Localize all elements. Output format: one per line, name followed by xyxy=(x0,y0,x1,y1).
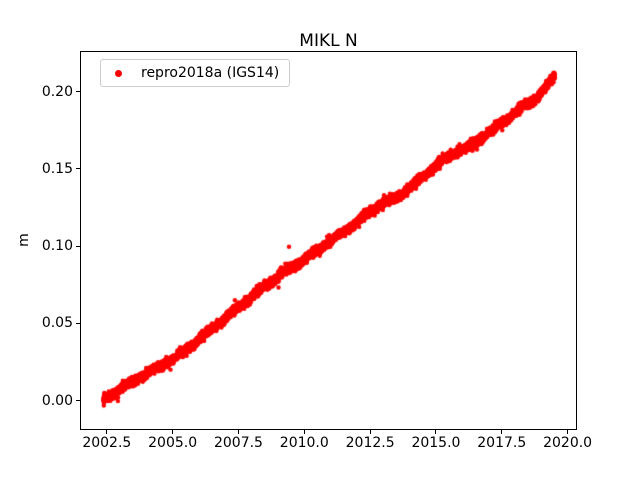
y-tick-label: 0.15 xyxy=(41,160,73,177)
x-tick-label: 2010.0 xyxy=(279,435,329,451)
x-tick-label: 2007.5 xyxy=(213,435,263,451)
x-tick-label: 2020.0 xyxy=(543,435,593,451)
x-tick-mark xyxy=(172,430,174,434)
y-tick-label: 0.00 xyxy=(41,392,73,409)
legend: repro2018a (IGS14) xyxy=(100,59,291,87)
x-tick-mark xyxy=(106,430,108,434)
legend-dot-marker-icon xyxy=(115,69,122,77)
x-tick-mark xyxy=(303,430,305,434)
x-tick-label: 2017.5 xyxy=(477,435,527,451)
y-tick-mark xyxy=(76,168,80,170)
x-tick-mark xyxy=(237,430,239,434)
x-tick-mark xyxy=(501,430,503,434)
x-tick-label: 2005.0 xyxy=(148,435,198,451)
x-tick-mark xyxy=(369,430,371,434)
y-tick-mark xyxy=(76,322,80,324)
x-tick-mark xyxy=(435,430,437,434)
y-tick-label: 0.20 xyxy=(41,83,73,100)
y-tick-mark xyxy=(76,91,80,93)
x-tick-label: 2012.5 xyxy=(345,435,395,451)
scatter-canvas xyxy=(81,52,576,429)
y-tick-label: 0.05 xyxy=(41,315,73,332)
y-tick-label: 0.10 xyxy=(41,238,73,255)
legend-label: repro2018a (IGS14) xyxy=(141,65,280,81)
chart-title: MIKL N xyxy=(299,31,358,51)
plot-area: repro2018a (IGS14) xyxy=(80,51,577,430)
x-tick-mark xyxy=(567,430,569,434)
y-tick-mark xyxy=(76,245,80,247)
y-tick-mark xyxy=(76,400,80,402)
x-tick-label: 2002.5 xyxy=(82,435,132,451)
x-tick-label: 2015.0 xyxy=(411,435,461,451)
